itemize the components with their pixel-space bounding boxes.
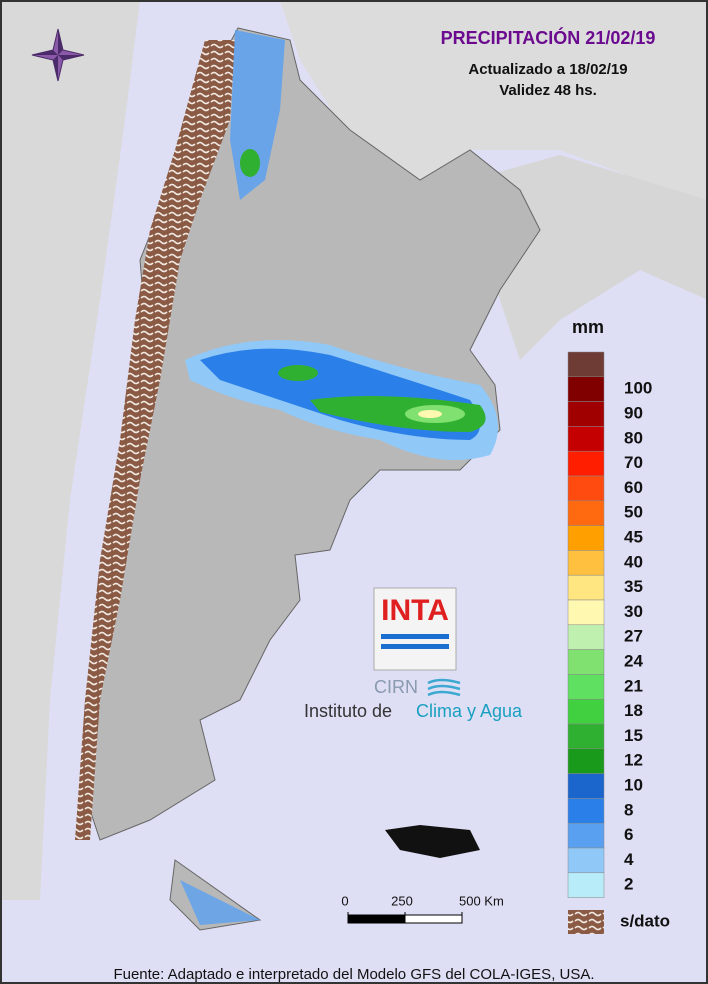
scale-label: 250 — [391, 893, 413, 908]
legend-label: 90 — [624, 403, 643, 422]
scale-segment — [347, 914, 406, 924]
compass-rose — [31, 28, 85, 82]
legend-label: 12 — [624, 751, 643, 770]
legend-swatch — [567, 351, 605, 378]
precip-area — [180, 880, 260, 925]
precip-area — [278, 365, 318, 381]
malvinas — [385, 825, 480, 858]
scale-label: 500 Km — [459, 893, 504, 908]
subtitle: Validez 48 hs. — [499, 82, 597, 99]
legend-swatch — [567, 748, 605, 774]
legend-swatch — [567, 376, 605, 402]
legend-label: 70 — [624, 453, 643, 472]
legend-swatch — [567, 872, 605, 898]
legend-nodata-label: s/dato — [620, 911, 670, 930]
legend-label: 2 — [624, 875, 633, 894]
brazil-uruguay — [470, 155, 708, 360]
chile — [0, 0, 140, 900]
logo-institute: Instituto de — [304, 701, 392, 721]
legend-swatch — [567, 624, 605, 650]
legend-label: 18 — [624, 701, 643, 720]
legend-swatch — [567, 822, 605, 849]
legend-label: 30 — [624, 602, 643, 621]
legend-swatch — [567, 550, 605, 576]
bolivia-paraguay — [280, 0, 708, 200]
subtitle: Actualizado a 18/02/19 — [468, 61, 627, 78]
legend-label: 80 — [624, 428, 643, 447]
legend-swatch — [567, 599, 605, 626]
legend-swatch — [567, 500, 605, 526]
logo-brand: INTA — [381, 594, 449, 627]
legend-swatch — [567, 649, 605, 675]
legend-label: 100 — [624, 379, 652, 398]
legend-label: 21 — [624, 676, 643, 695]
legend-label: 15 — [624, 726, 643, 745]
logo-stripe — [381, 644, 449, 649]
logo-highlight: Clima y Agua — [416, 701, 523, 721]
precip-area — [310, 396, 486, 432]
legend-swatch — [567, 450, 605, 477]
legend-swatch — [567, 674, 605, 700]
legend-unit: mm — [572, 317, 604, 337]
legend-label: 8 — [624, 800, 633, 819]
legend-label: 60 — [624, 478, 643, 497]
legend-swatch — [567, 475, 605, 502]
legend-label: 10 — [624, 775, 643, 794]
precip-area — [418, 410, 442, 418]
logo-unit: CIRN — [374, 677, 418, 697]
legend-swatch — [567, 798, 605, 824]
legend-swatch — [567, 723, 605, 750]
legend-label: 4 — [624, 850, 634, 869]
legend-label: 40 — [624, 552, 643, 571]
scale-label: 0 — [341, 893, 348, 908]
title: PRECIPITACIÓN 21/02/19 — [441, 27, 656, 48]
source: Fuente: Adaptado e interpretado del Mode… — [113, 966, 594, 983]
legend-label: 24 — [624, 651, 643, 670]
legend-swatch — [567, 525, 605, 551]
logo-box — [373, 587, 457, 671]
legend-label: 27 — [624, 627, 643, 646]
scale-segment — [404, 914, 463, 924]
legend-swatch — [567, 773, 605, 799]
legend-swatch — [567, 401, 605, 427]
legend-label: 6 — [624, 825, 633, 844]
legend-swatch — [567, 574, 605, 601]
precip-area — [240, 149, 260, 177]
legend-nodata-swatch — [568, 910, 604, 934]
legend-label: 50 — [624, 503, 643, 522]
logo-stripe — [381, 634, 449, 639]
logo-waves — [427, 678, 461, 697]
legend-label: 35 — [624, 577, 643, 596]
no-data-area — [75, 40, 235, 840]
legend-label: 45 — [624, 527, 643, 546]
legend-swatch — [567, 847, 605, 874]
legend-swatch — [567, 698, 605, 725]
legend-swatch — [567, 426, 605, 452]
